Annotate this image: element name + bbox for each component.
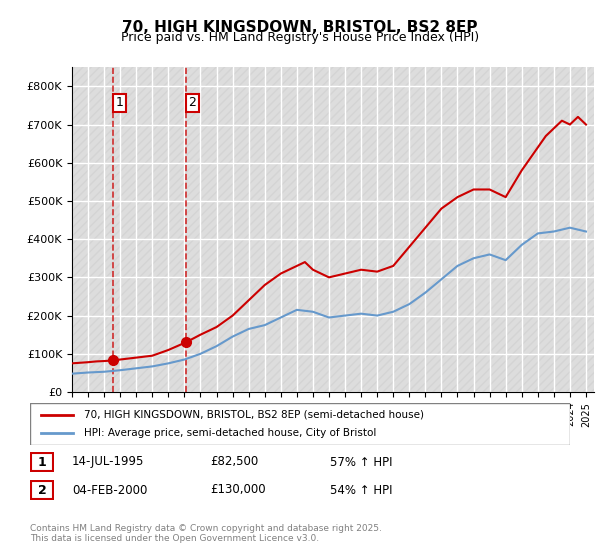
Text: £82,500: £82,500	[210, 455, 258, 469]
Text: £130,000: £130,000	[210, 483, 266, 497]
Text: 70, HIGH KINGSDOWN, BRISTOL, BS2 8EP (semi-detached house): 70, HIGH KINGSDOWN, BRISTOL, BS2 8EP (se…	[84, 410, 424, 420]
FancyBboxPatch shape	[31, 453, 53, 471]
Text: HPI: Average price, semi-detached house, City of Bristol: HPI: Average price, semi-detached house,…	[84, 428, 376, 438]
Text: 1: 1	[38, 455, 46, 469]
FancyBboxPatch shape	[30, 403, 570, 445]
FancyBboxPatch shape	[31, 481, 53, 499]
Text: Price paid vs. HM Land Registry's House Price Index (HPI): Price paid vs. HM Land Registry's House …	[121, 31, 479, 44]
Text: 54% ↑ HPI: 54% ↑ HPI	[330, 483, 392, 497]
Text: 70, HIGH KINGSDOWN, BRISTOL, BS2 8EP: 70, HIGH KINGSDOWN, BRISTOL, BS2 8EP	[122, 20, 478, 35]
Text: 57% ↑ HPI: 57% ↑ HPI	[330, 455, 392, 469]
Text: 1: 1	[115, 96, 123, 109]
Text: 2: 2	[188, 96, 196, 109]
Text: Contains HM Land Registry data © Crown copyright and database right 2025.
This d: Contains HM Land Registry data © Crown c…	[30, 524, 382, 543]
Text: 2: 2	[38, 483, 46, 497]
Text: 04-FEB-2000: 04-FEB-2000	[72, 483, 148, 497]
Text: 14-JUL-1995: 14-JUL-1995	[72, 455, 145, 469]
